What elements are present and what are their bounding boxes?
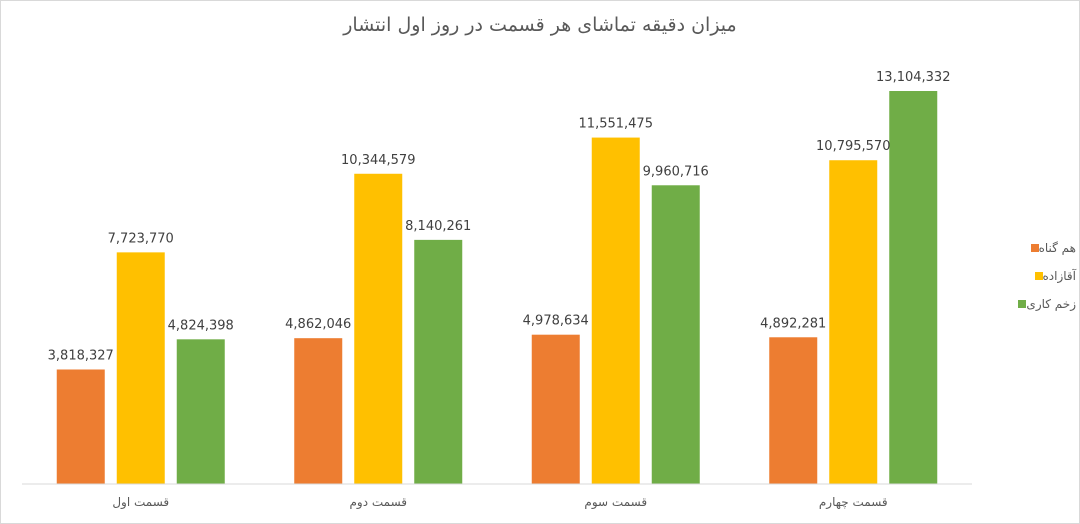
bar-2-2 <box>354 173 403 485</box>
data-labels-layer: 3,818,327 7,723,770 4,824,398 4,862,046 10,3… <box>48 70 951 363</box>
bar-2-4 <box>829 160 878 484</box>
data-label-3-1: 4,824,398 <box>168 318 234 333</box>
category-label-4: قسمت چهارم <box>819 495 888 510</box>
bar-1-1 <box>56 369 105 484</box>
bar-1-3 <box>531 334 580 484</box>
data-label-2-4: 10,795,570 <box>816 139 890 154</box>
legend-item-series-2: زخم کاری <box>984 296 1076 312</box>
legend-swatch-series-0 <box>1030 244 1039 252</box>
data-label-1-3: 4,978,634 <box>523 314 589 329</box>
legend: هم گناه آقازاده زخم کاری <box>984 240 1076 324</box>
data-label-3-4: 13,104,332 <box>876 70 950 85</box>
bar-1-4 <box>769 337 818 484</box>
bars-layer <box>56 91 938 485</box>
data-label-2-1: 7,723,770 <box>108 231 174 246</box>
legend-label-series-1: آقازاده <box>1042 269 1077 283</box>
bar-3-4 <box>889 91 938 484</box>
data-label-1-1: 3,818,327 <box>48 348 114 363</box>
legend-label-series-0: هم گناه <box>1038 241 1076 255</box>
bar-3-1 <box>176 339 225 484</box>
legend-item-series-0: هم گناه <box>984 240 1076 256</box>
data-label-2-2: 10,344,579 <box>341 153 415 168</box>
data-label-3-2: 8,140,261 <box>405 219 471 234</box>
category-label-2: قسمت دوم <box>349 495 407 510</box>
legend-label-series-2: زخم کاری <box>1026 297 1076 311</box>
category-labels-layer: قسمت اول قسمت دوم قسمت سوم قسمت چهارم <box>112 495 887 510</box>
legend-item-series-1: آقازاده <box>984 268 1076 284</box>
bar-3-2 <box>414 239 463 484</box>
category-label-3: قسمت سوم <box>584 495 647 510</box>
data-label-2-3: 11,551,475 <box>579 117 653 132</box>
bar-2-3 <box>591 137 640 484</box>
bar-2-1 <box>116 252 165 484</box>
category-label-1: قسمت اول <box>112 495 169 510</box>
chart-title: میزان دقیقه تماشای هر قسمت در روز اول ان… <box>343 14 737 36</box>
bar-1-2 <box>294 338 343 484</box>
bar-3-3 <box>651 185 700 485</box>
legend-swatch-series-2 <box>1018 300 1027 308</box>
legend-swatch-series-1 <box>1034 272 1043 280</box>
data-label-3-3: 9,960,716 <box>643 164 709 179</box>
data-label-1-4: 4,892,281 <box>760 316 826 331</box>
data-label-1-2: 4,862,046 <box>285 317 351 332</box>
